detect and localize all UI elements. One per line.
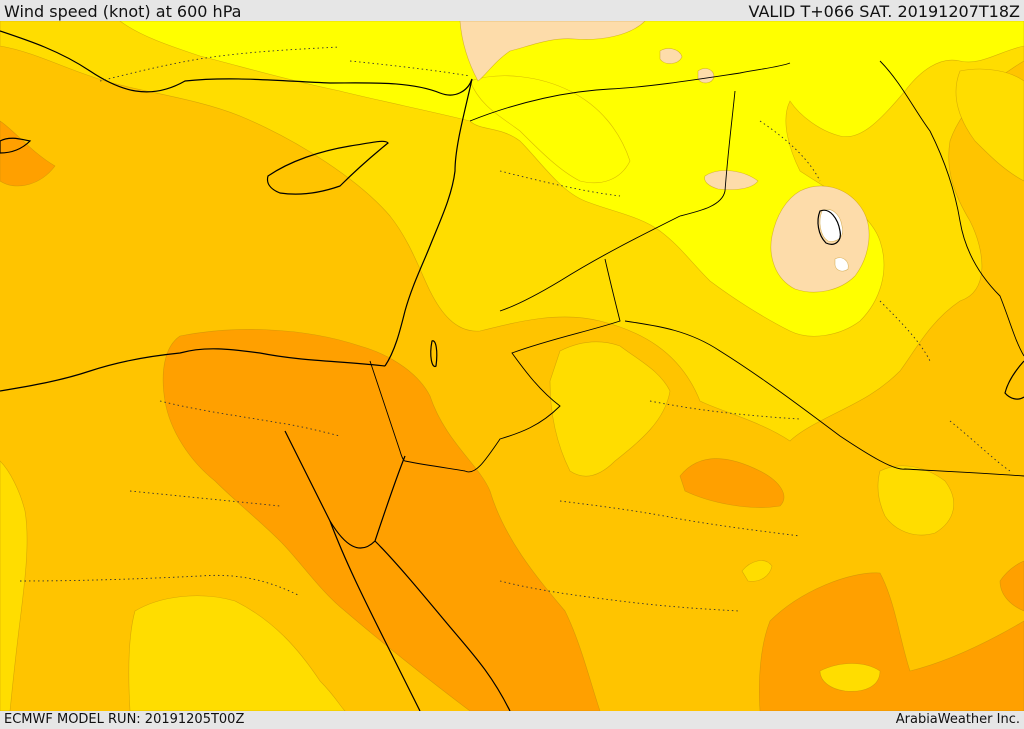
border-iran-iraq [879, 60, 1024, 357]
admin-boundary-saudi-1 [559, 500, 801, 537]
region-very-low-north [459, 21, 646, 82]
border-egypt-sinai [369, 360, 406, 462]
region-very-low-patch [704, 170, 759, 191]
border-saudi-iraq [624, 320, 1024, 477]
border-syria-iraq [469, 62, 791, 122]
region-moderate-low-northeast [955, 68, 1024, 182]
admin-boundary-iran [949, 420, 1011, 472]
region-moderate-low-arabia [549, 341, 671, 477]
region-moderate-low-southwest [0, 460, 28, 711]
region-higher-wind-patch [679, 458, 785, 508]
border-jordan-iraq [499, 215, 681, 312]
region-low-wind-syria [469, 75, 631, 184]
credit: ArabiaWeather Inc. [895, 712, 1020, 727]
map-title: Wind speed (knot) at 600 hPa [4, 2, 242, 21]
crete-island [0, 137, 32, 154]
border-egypt-saudi [404, 460, 466, 472]
region-moderate-low-south [128, 595, 346, 711]
coastline-persian-gulf [1004, 360, 1024, 400]
coastline-levant [384, 78, 473, 367]
region-very-low-patch-2 [697, 68, 715, 84]
admin-boundary-syria [499, 170, 621, 197]
region-higher-wind-west [0, 120, 56, 187]
weather-map[interactable] [0, 21, 1024, 711]
border-jordan-saudi [464, 258, 621, 473]
admin-boundary-turkey-1 [99, 46, 341, 82]
coastline-anatolia [0, 30, 473, 96]
region-moderate-low-patch-2 [819, 663, 881, 692]
region-higher-wind-east [999, 560, 1024, 612]
cyprus-island [266, 140, 389, 195]
dead-sea [430, 340, 438, 368]
model-run: ECMWF MODEL RUN: 20191205T00Z [4, 712, 245, 727]
admin-boundary-iraq-2 [879, 300, 931, 362]
region-moderate-low-patch [741, 560, 773, 582]
coastline-red-sea-west [329, 520, 421, 711]
lake-tharthar [817, 209, 841, 245]
coastline-gulf-of-aqaba [374, 455, 406, 542]
admin-boundary-turkey-2 [349, 60, 471, 77]
region-very-low-patch-3 [659, 48, 683, 64]
coastline-egypt-north [0, 348, 386, 392]
border-syria-iraq-south [679, 90, 736, 217]
header-bar: Wind speed (knot) at 600 hPa VALID T+066… [0, 0, 1024, 21]
wind-speed-map-svg [0, 21, 1024, 711]
region-moderate-low-east [877, 465, 954, 536]
region-lowest-wind-2 [834, 257, 849, 272]
coastline-red-sea-east [374, 540, 511, 711]
admin-boundary-saudi-2 [499, 580, 741, 612]
footer-bar: ECMWF MODEL RUN: 20191205T00Z ArabiaWeat… [0, 711, 1024, 729]
valid-time: VALID T+066 SAT. 20191207T18Z [748, 2, 1020, 21]
coastline-gulf-of-suez [284, 430, 376, 549]
